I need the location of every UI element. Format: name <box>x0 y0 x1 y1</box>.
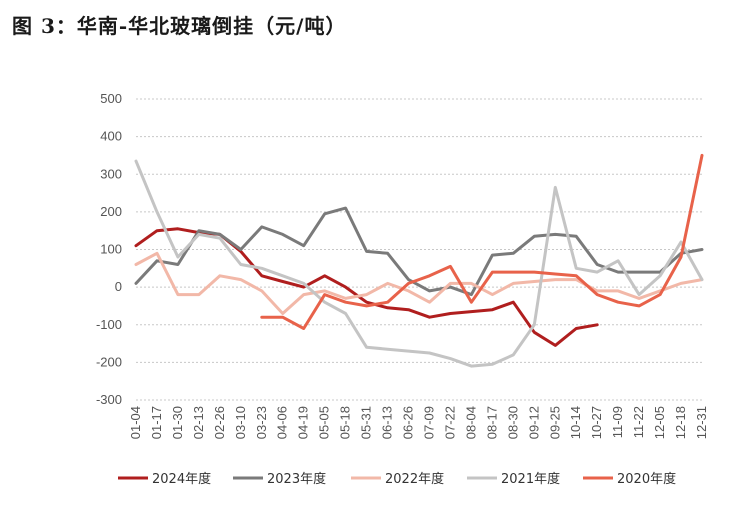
x-tick-label: 12-31 <box>694 406 709 439</box>
y-tick-label: 0 <box>115 279 122 294</box>
x-tick-label: 06-13 <box>380 406 395 439</box>
x-axis-ticks: 01-04 01-17 01-30 02-13 02-26 03-10 03-23 04-06… <box>128 406 709 439</box>
x-tick-label: 03-23 <box>254 406 269 439</box>
legend-label: 2020年度 <box>617 471 676 487</box>
x-tick-label: 08-17 <box>484 406 499 439</box>
x-tick-label: 09-12 <box>526 406 541 439</box>
legend-label: 2022年度 <box>385 471 444 487</box>
x-tick-label: 07-22 <box>442 406 457 439</box>
y-tick-label: 100 <box>100 242 122 257</box>
x-tick-label: 01-04 <box>128 406 143 439</box>
x-tick-label: 05-31 <box>359 406 374 439</box>
y-tick-label: 200 <box>100 204 122 219</box>
x-tick-label: 01-30 <box>170 406 185 439</box>
gridlines <box>136 98 702 401</box>
legend-item: 2021年度 <box>467 471 560 487</box>
chart-title: 图 3：华南-华北玻璃倒挂（元/吨） <box>12 14 347 38</box>
x-tick-label: 01-17 <box>149 406 164 439</box>
x-tick-label: 04-06 <box>275 406 290 439</box>
x-tick-label: 11-09 <box>610 406 625 438</box>
y-tick-label: -200 <box>96 354 122 369</box>
x-tick-label: 07-09 <box>421 406 436 439</box>
series-line <box>134 159 704 368</box>
x-tick-label: 11-22 <box>631 406 646 438</box>
series-line <box>134 251 704 315</box>
legend-item: 2020年度 <box>583 471 676 487</box>
series-line <box>260 153 704 330</box>
y-tick-label: 500 <box>100 91 122 106</box>
x-tick-label: 02-26 <box>212 406 227 439</box>
x-tick-label: 05-05 <box>317 406 332 439</box>
x-tick-label: 10-27 <box>589 406 604 439</box>
y-tick-label: 300 <box>100 166 122 181</box>
x-tick-label: 03-10 <box>233 406 248 439</box>
series-line <box>134 206 704 297</box>
legend-item: 2023年度 <box>233 471 326 487</box>
y-tick-label: -100 <box>96 317 122 332</box>
y-tick-label: 400 <box>100 129 122 144</box>
y-tick-label: -300 <box>96 392 122 407</box>
x-tick-label: 04-19 <box>296 406 311 439</box>
legend-item: 2022年度 <box>351 471 444 487</box>
x-tick-label: 08-30 <box>505 406 520 439</box>
y-axis-ticks: 500 400 300 200 100 0 -100 -200 -300 <box>96 91 122 407</box>
x-tick-label: 06-26 <box>401 406 416 439</box>
x-tick-label: 05-18 <box>338 406 353 439</box>
x-tick-label: 08-04 <box>463 406 478 439</box>
legend-label: 2021年度 <box>501 471 560 487</box>
x-tick-label: 02-13 <box>191 406 206 439</box>
series-lines <box>134 153 704 368</box>
x-tick-label: 12-05 <box>652 406 667 439</box>
legend-label: 2024年度 <box>152 471 211 487</box>
legend-label: 2023年度 <box>267 471 326 487</box>
legend-item: 2024年度 <box>118 471 211 487</box>
x-tick-label: 12-18 <box>673 406 688 439</box>
x-tick-label: 09-25 <box>547 406 562 439</box>
x-tick-label: 10-14 <box>568 406 583 439</box>
legend: 2024年度 2023年度 2022年度 2021年度 2020年度 <box>118 471 676 487</box>
